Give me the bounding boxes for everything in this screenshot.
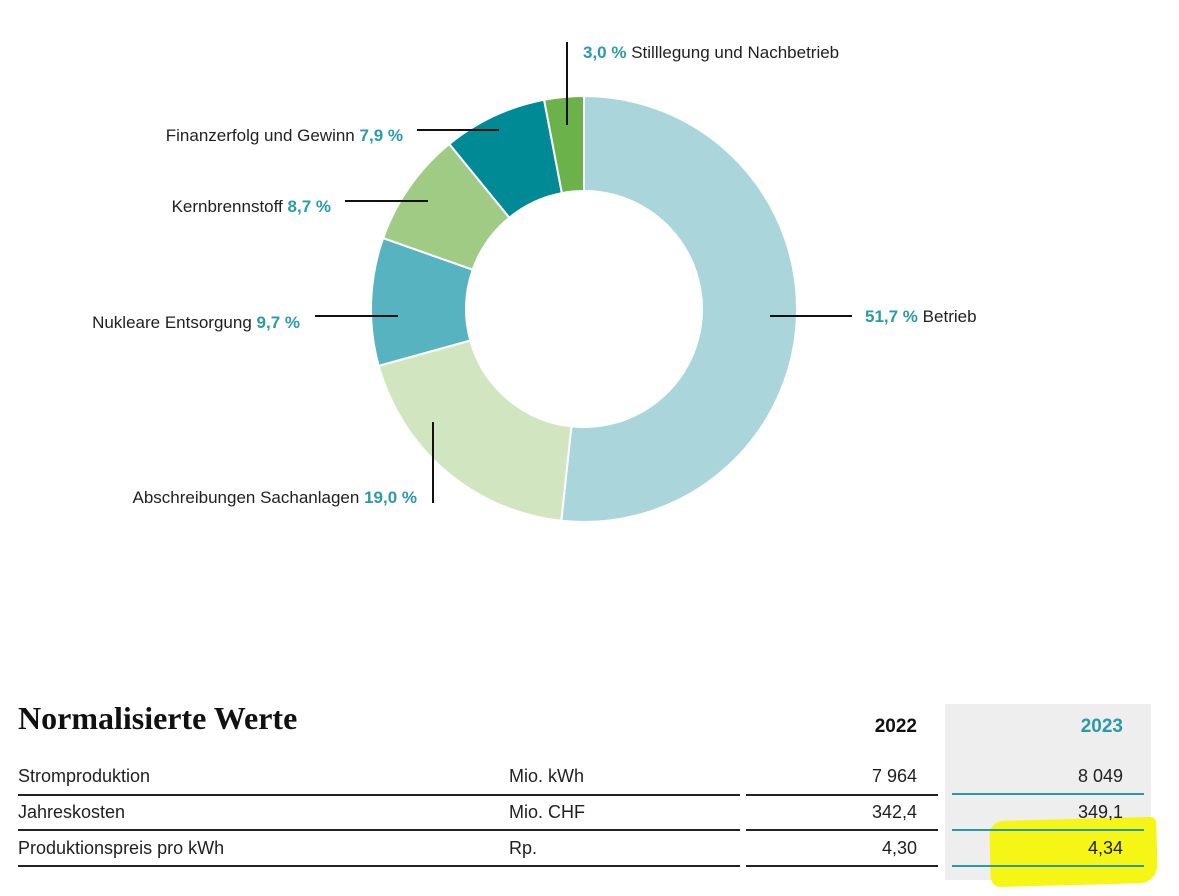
row-name: Stromproduktion xyxy=(18,766,151,786)
row-divider xyxy=(746,865,938,867)
slice-label-kernbrennstoff: Kernbrennstoff 8,7 % xyxy=(172,197,331,216)
slice-betrieb xyxy=(560,94,798,523)
row-unit: Rp. xyxy=(509,838,538,858)
slice-label-text: Kernbrennstoff xyxy=(172,197,283,216)
row-value-2022: 7 964 xyxy=(871,766,917,786)
slice-label-nukleare-entsorgung: Nukleare Entsorgung 9,7 % xyxy=(92,313,300,332)
donut-slices xyxy=(370,94,798,523)
row-divider xyxy=(746,794,938,796)
slice-labels: 51,7 % Betrieb Abschreibungen Sachanlagen… xyxy=(92,43,976,507)
table-row: Jahreskosten Mio. CHF 342,4 349,1 xyxy=(0,794,1179,830)
slice-percent: 8,7 % xyxy=(288,197,331,216)
row-value-2023: 4,34 xyxy=(1087,838,1123,858)
slice-label-text: Betrieb xyxy=(923,307,977,326)
slice-label-finanzerfolg-und-gewinn: Finanzerfolg und Gewinn 7,9 % xyxy=(166,126,403,145)
row-name: Jahreskosten xyxy=(18,802,126,822)
slice-abschreibungen-sachanlagen xyxy=(377,339,573,522)
row-value-2023: 8 049 xyxy=(1077,766,1123,786)
slice-percent: 51,7 % xyxy=(865,307,918,326)
slice-label-text: Stilllegung und Nachbetrieb xyxy=(631,43,839,62)
slice-percent: 19,0 % xyxy=(364,488,417,507)
row-divider xyxy=(746,829,938,831)
table-title: Normalisierte Werte xyxy=(18,700,298,736)
row-divider-2023 xyxy=(952,865,1144,867)
slice-stilllegung-und-nachbetrieb xyxy=(542,94,585,195)
row-divider-2023 xyxy=(952,829,1144,831)
row-divider-2023 xyxy=(952,793,1144,795)
leader-lines xyxy=(315,42,852,503)
row-divider xyxy=(18,865,740,867)
row-value-2022: 342,4 xyxy=(871,802,917,822)
row-unit: Mio. kWh xyxy=(509,766,585,786)
row-unit: Mio. CHF xyxy=(509,802,585,822)
slice-percent: 9,7 % xyxy=(257,313,300,332)
row-value-2023: 349,1 xyxy=(1077,802,1123,822)
slice-label-text: Abschreibungen Sachanlagen xyxy=(132,488,359,507)
table-row: Produktionspreis pro kWh Rp. 4,30 4,34 xyxy=(0,830,1179,866)
slice-label-abschreibungen-sachanlagen: Abschreibungen Sachanlagen 19,0 % xyxy=(132,488,417,507)
row-divider xyxy=(18,794,740,796)
year-2022-header: 2022 xyxy=(874,716,917,737)
row-value-2022: 4,30 xyxy=(881,838,917,858)
row-name: Produktionspreis pro kWh xyxy=(18,838,225,858)
slice-label-stilllegung-und-nachbetrieb: 3,0 % Stilllegung und Nachbetrieb xyxy=(583,43,839,62)
table-row: Stromproduktion Mio. kWh 7 964 8 049 xyxy=(0,758,1179,794)
slice-label-text: Finanzerfolg und Gewinn xyxy=(166,126,355,145)
year-2023-header: 2023 xyxy=(1080,716,1123,737)
slice-percent: 7,9 % xyxy=(360,126,403,145)
slice-label-betrieb: 51,7 % Betrieb xyxy=(865,307,977,326)
slice-percent: 3,0 % xyxy=(583,43,626,62)
donut-chart: 51,7 % Betrieb Abschreibungen Sachanlagen… xyxy=(92,42,977,523)
row-divider xyxy=(18,829,740,831)
slice-label-text: Nukleare Entsorgung xyxy=(92,313,252,332)
